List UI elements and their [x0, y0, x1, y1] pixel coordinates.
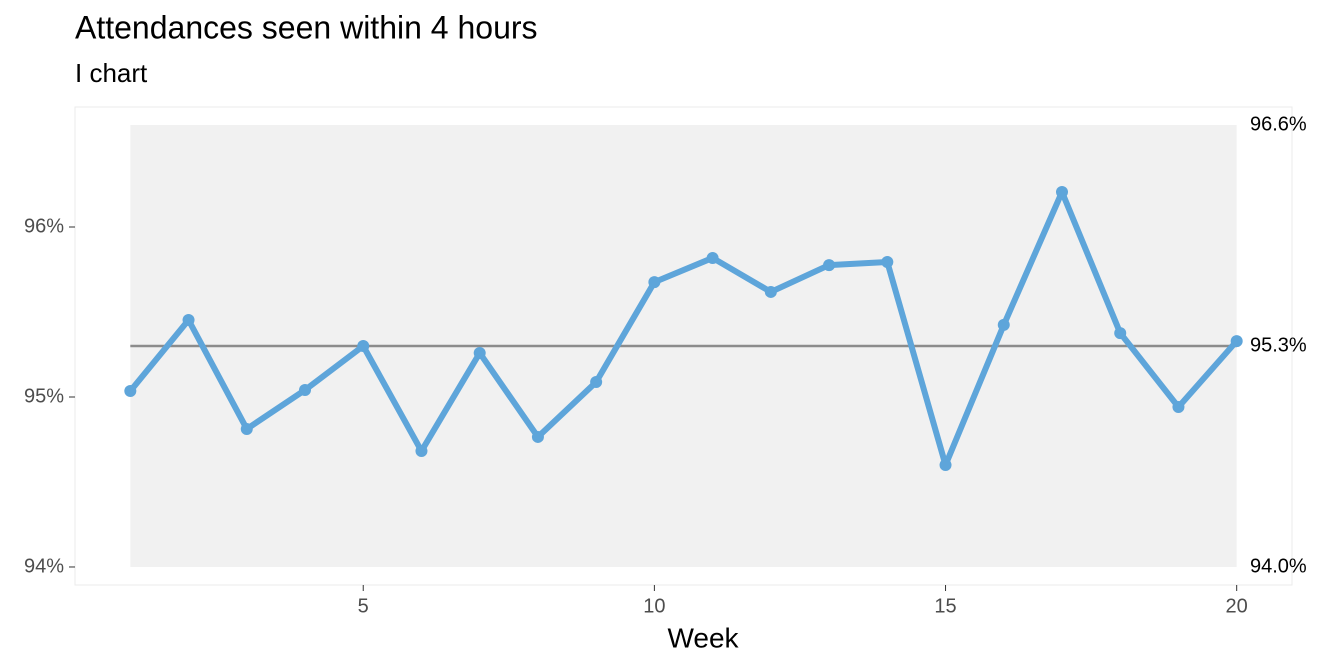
x-tick-label: 10 — [643, 595, 665, 617]
y-tick-label: 94% — [24, 555, 64, 577]
data-point — [823, 259, 836, 272]
upper-limit-label: 96.6% — [1250, 113, 1307, 135]
y-tick-label: 96% — [24, 215, 64, 237]
x-tick-label: 5 — [358, 595, 369, 617]
data-point — [939, 458, 952, 471]
data-point — [182, 313, 195, 326]
data-point — [299, 384, 312, 397]
data-point — [706, 251, 719, 264]
data-point — [415, 445, 428, 458]
data-point — [531, 430, 544, 443]
x-axis-title: Week — [667, 622, 739, 653]
chart-title: Attendances seen within 4 hours — [75, 9, 538, 45]
data-point — [881, 256, 894, 269]
data-point — [240, 422, 253, 435]
data-point — [1114, 327, 1127, 340]
data-point — [590, 376, 603, 389]
lower-limit-label: 94.0% — [1250, 555, 1307, 577]
data-point — [1172, 401, 1185, 414]
x-tick-label: 15 — [934, 595, 956, 617]
data-point — [1055, 185, 1068, 198]
data-point — [1230, 335, 1243, 348]
data-line — [127, 188, 1239, 468]
data-point — [124, 385, 137, 398]
y-tick-label: 95% — [24, 385, 64, 407]
data-point — [648, 276, 661, 289]
data-point — [997, 318, 1010, 331]
center-line-label: 95.3% — [1250, 334, 1307, 356]
x-tick-label: 20 — [1226, 595, 1248, 617]
chart-subtitle: I chart — [75, 58, 148, 88]
data-point — [473, 346, 486, 359]
panel-border — [74, 106, 1293, 586]
data-point — [357, 340, 370, 352]
data-point — [764, 285, 777, 298]
